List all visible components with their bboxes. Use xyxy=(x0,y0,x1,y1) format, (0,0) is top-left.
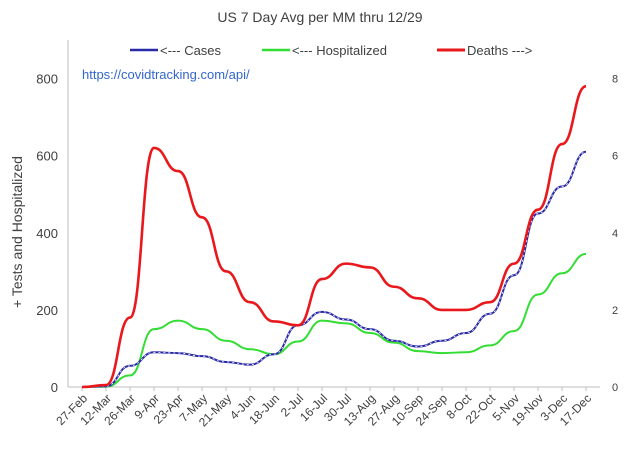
legend-label-cases: <--- Cases xyxy=(160,43,222,58)
legend-label-deaths: Deaths ---> xyxy=(467,43,532,58)
series-layer xyxy=(81,84,587,389)
y2-tick-label: 6 xyxy=(612,151,618,163)
y-tick-label: 0 xyxy=(51,380,58,395)
series-line-deaths xyxy=(81,84,587,389)
y-tick-label: 600 xyxy=(36,149,58,164)
y2-tick-label: 8 xyxy=(612,74,618,86)
legend-label-hospitalized: <--- Hospitalized xyxy=(292,43,387,58)
series-line-hospitalized xyxy=(81,252,587,388)
y2-tick-label: 0 xyxy=(612,382,618,394)
y-axis-label: + Tests and Hospitalized xyxy=(9,156,25,308)
legend: <--- Cases <--- Hospitalized Deaths ---> xyxy=(130,43,532,58)
source-url-annotation: https://covidtracking.com/api/ xyxy=(82,67,250,82)
y2-tick-label: 4 xyxy=(612,228,618,240)
y-tick-label: 200 xyxy=(36,303,58,318)
series-line-cases-pattern xyxy=(81,151,587,388)
chart-title: US 7 Day Avg per MM thru 12/29 xyxy=(217,9,422,25)
y2-tick-label: 2 xyxy=(612,305,618,317)
y-tick-label: 400 xyxy=(36,226,58,241)
y-tick-label: 800 xyxy=(36,72,58,87)
